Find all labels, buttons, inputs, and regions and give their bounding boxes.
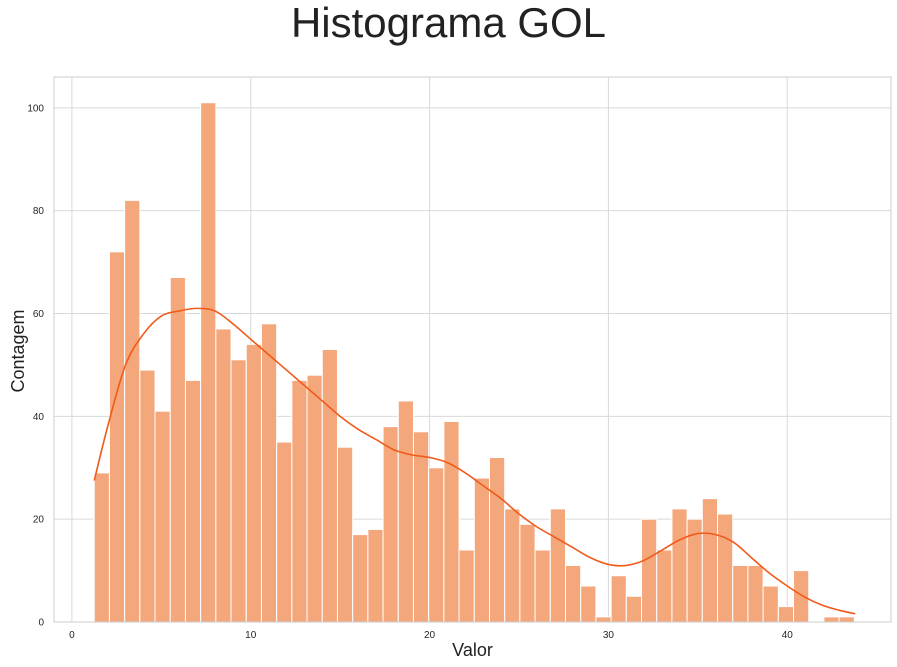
histogram-bar [321,349,338,623]
histogram-bar [230,359,247,623]
histogram-bar [124,199,141,623]
histogram-bar [641,518,658,623]
histogram-bar [762,585,779,623]
kde-curve [93,307,856,615]
histogram-bar [291,379,308,623]
x-axis-label: Valor [452,640,493,660]
x-tick-label: 0 [69,630,75,641]
histogram-bar [565,564,582,623]
histogram-bar [306,374,323,623]
histogram-bar [382,426,399,623]
x-tick-label: 10 [245,630,257,641]
y-tick-label: 60 [33,309,45,320]
y-tick-label: 20 [33,515,45,526]
histogram-bar [580,585,597,623]
y-tick-label: 0 [38,618,44,629]
histogram-bar [215,328,232,623]
histogram-bar [154,410,171,623]
histogram-bar [549,508,567,623]
histogram-bar [412,431,430,623]
histogram-bar [717,513,734,623]
histogram-bar [184,379,202,623]
x-tick-label: 40 [782,630,794,641]
x-tick-label: 30 [603,630,615,641]
histogram-bar [108,251,126,623]
histogram-bar [260,323,278,623]
histogram-bar [428,467,445,623]
histogram-bar [443,420,460,623]
histogram-bar [838,616,855,623]
histogram-bar [169,277,186,623]
histogram-bar [367,528,384,623]
histogram-bar [625,595,643,623]
histogram-bar [93,472,110,623]
histogram-bar [519,523,536,623]
histogram-bar [139,369,156,623]
histogram-bar [200,102,217,623]
histogram-bar [595,616,612,623]
histogram-bar [747,564,764,623]
histogram-bar [823,616,840,623]
y-tick-label: 100 [27,103,44,114]
histogram-bar [701,498,719,623]
y-tick-label: 40 [33,412,45,423]
x-tick-label: 20 [424,630,436,641]
histogram-bar [352,534,369,623]
y-axis-label: Contagem [8,309,28,393]
histogram-bar [534,549,551,623]
histogram-bar [610,575,627,623]
histogram-bar [656,549,673,623]
histogram-bar [488,456,506,623]
histogram-bar [397,400,414,623]
histogram-bar [793,570,810,623]
histogram-bar [276,441,293,623]
y-tick-label: 80 [33,206,45,217]
histogram-bar [458,549,475,623]
chart-title: Histograma GOL [290,0,607,46]
histogram-bar [473,477,490,623]
histogram-bar [336,446,354,623]
plot-frame [53,76,892,623]
histogram-bar [504,508,521,623]
axis-ticks: 0 10 20 30 40 0 20 40 60 80 100 [27,103,793,641]
histogram-bar [245,343,262,623]
histogram-bar [671,508,688,623]
histogram-bar [777,606,795,623]
histogram-bar [732,564,749,623]
